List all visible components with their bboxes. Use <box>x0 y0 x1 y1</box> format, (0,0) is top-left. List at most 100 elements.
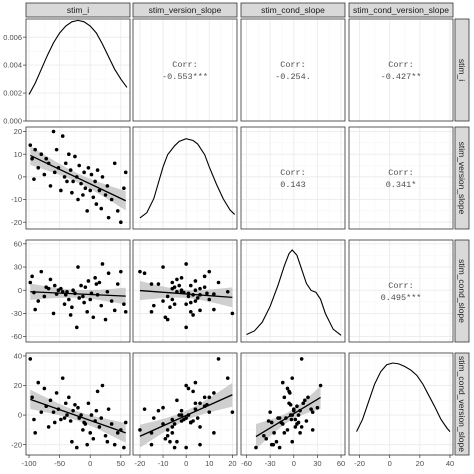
scatter-point <box>103 193 108 197</box>
panel-border <box>240 352 346 456</box>
x-tick-label: 0 <box>88 459 92 468</box>
scatter-point <box>280 380 285 385</box>
scatter-point <box>177 283 182 288</box>
scatter-point <box>83 422 88 426</box>
scatter-point <box>81 193 85 197</box>
scatter-point <box>86 166 91 170</box>
scatter-point <box>30 395 34 400</box>
scatter-point <box>123 310 128 314</box>
scatter-point <box>195 296 200 300</box>
scatter-point <box>296 413 301 417</box>
scatter-point <box>188 420 193 425</box>
scatter-point <box>109 422 114 426</box>
scatter-point <box>198 308 202 313</box>
scatter-point <box>123 420 128 425</box>
strip-right-stim_cond_slope <box>454 239 470 343</box>
scatter-point <box>115 209 120 213</box>
scatter-point <box>39 152 44 156</box>
scatter-point <box>310 410 315 414</box>
scatter-point <box>168 439 172 444</box>
scatter-point <box>207 395 212 400</box>
scatter-point <box>142 271 147 276</box>
scatter-point <box>295 422 299 426</box>
scatter-point <box>68 168 73 172</box>
scatter-point <box>285 428 290 432</box>
scatter-point <box>184 445 188 450</box>
scatter-point <box>81 294 85 299</box>
scatter-point <box>212 431 216 435</box>
scatter-point <box>85 442 89 447</box>
scatter-point <box>193 380 198 385</box>
strip-top-stim_i <box>25 2 131 18</box>
scatter-point <box>216 280 221 285</box>
scatter-point <box>152 303 156 308</box>
scatter-point <box>62 175 67 179</box>
x-tick-label: 0 <box>388 459 392 468</box>
panel-stim_version_slope-vs-stim_i <box>25 126 131 230</box>
panel-stim_i-vs-stim_i <box>25 18 131 122</box>
correlation-label: Corr: <box>172 60 198 70</box>
scatter-point <box>177 413 182 417</box>
scatter-point <box>59 188 63 193</box>
scatter-point <box>97 280 102 285</box>
scatter-point <box>93 179 97 184</box>
y-tick-label: -20 <box>11 440 22 449</box>
correlation-value: 0.341* <box>386 180 417 190</box>
strip-top-stim_cond_version_slope <box>348 2 454 18</box>
panel-background <box>133 19 237 121</box>
scatter-point <box>74 325 79 330</box>
strip-top-label: stim_i <box>67 5 89 15</box>
scatter-point <box>85 209 89 213</box>
y-tick-label: 30 <box>14 263 22 272</box>
panel-stim_cond_slope-vs-stim_i <box>25 239 131 343</box>
scatter-point <box>298 431 302 435</box>
scatter-point <box>276 416 280 420</box>
scatter-point <box>170 280 175 285</box>
panel-border <box>132 126 238 230</box>
scatter-point <box>161 405 165 410</box>
scatter-point <box>191 313 195 317</box>
scatter-point <box>306 395 310 400</box>
strip-right-label: stim_cond_version_slope <box>457 356 467 452</box>
y-tick-label: -30 <box>11 309 22 318</box>
scatter-point <box>285 386 290 391</box>
scatter-point <box>184 383 188 388</box>
scatter-point <box>112 308 117 313</box>
scatter-point <box>99 416 104 420</box>
scatter-point <box>188 300 193 305</box>
scatter-point <box>42 386 47 391</box>
scatter-point <box>212 292 216 296</box>
scatter-point <box>179 419 184 423</box>
scatter-point <box>156 282 161 286</box>
scatter-point <box>168 305 172 310</box>
scatter-point <box>198 442 202 447</box>
scatter-point <box>112 161 117 166</box>
scatter-point <box>123 170 128 175</box>
scatter-point <box>67 297 71 302</box>
density-curve-stim_i <box>28 19 128 95</box>
scatter-point <box>138 269 142 274</box>
scatter-point <box>207 297 212 302</box>
scatter-point <box>198 286 202 291</box>
scatter-point <box>97 425 102 429</box>
panel-background <box>349 353 453 455</box>
y-tick-label: 0 <box>18 411 22 420</box>
scatter-point <box>172 445 177 450</box>
scatter-point <box>272 431 276 435</box>
scatter-point <box>63 161 68 166</box>
scatter-point <box>184 325 188 330</box>
scatter-point <box>51 410 56 414</box>
scatter-point <box>106 215 111 220</box>
scatter-point <box>170 431 175 435</box>
scatter-point <box>67 395 71 400</box>
scatter-point <box>97 188 102 193</box>
scatter-point <box>70 439 74 444</box>
x-tick-label: -20 <box>354 459 365 468</box>
panel-stim_cond_version_slope-vs-stim_i <box>25 352 131 456</box>
scatter-point <box>82 170 86 175</box>
scatter-point <box>195 416 200 420</box>
scatter-point <box>94 408 99 413</box>
scatter-point <box>86 279 91 283</box>
scatter-point <box>175 277 179 282</box>
strip-top-label: stim_version_slope <box>149 5 222 15</box>
